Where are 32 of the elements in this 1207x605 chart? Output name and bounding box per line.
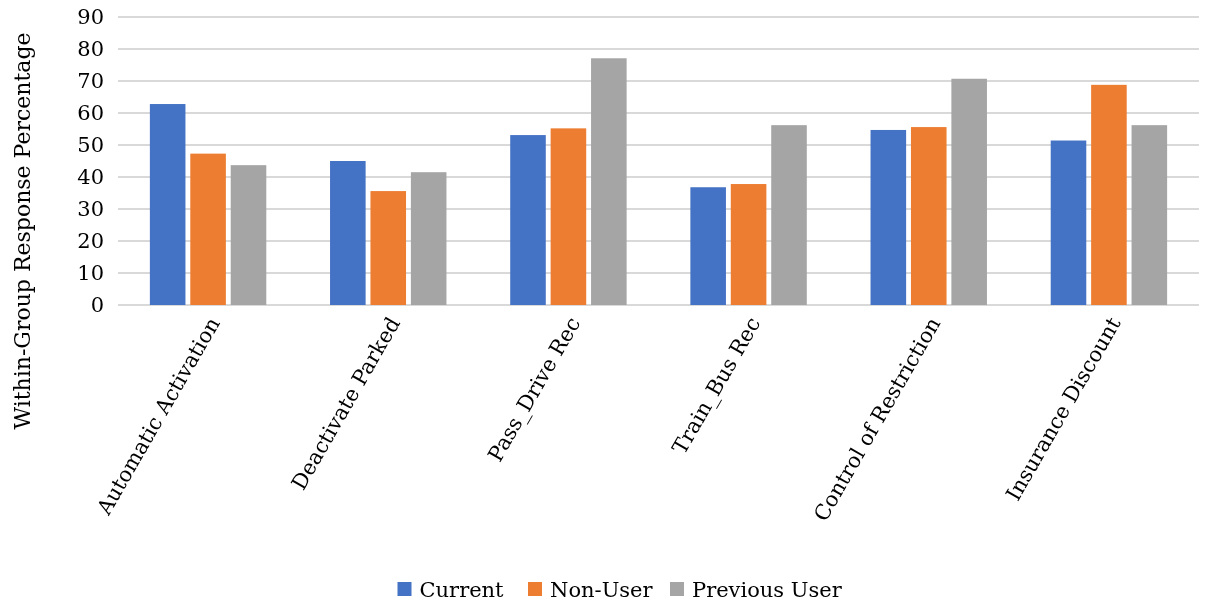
- bar: [910, 127, 947, 305]
- bar: [1091, 84, 1127, 305]
- bar: [190, 153, 226, 305]
- legend-label: Previous User: [692, 578, 843, 603]
- y-tick-label: 80: [77, 37, 104, 62]
- bar: [410, 172, 447, 305]
- bar: [870, 129, 907, 305]
- y-tick-label: 20: [77, 229, 104, 254]
- bar: [771, 125, 807, 305]
- bar: [370, 191, 407, 305]
- y-axis-title: Within-Group Response Percentage: [10, 32, 35, 430]
- y-tick-label: 0: [90, 293, 104, 318]
- y-tick-label: 50: [77, 133, 104, 158]
- y-tick-label: 40: [77, 165, 104, 190]
- bar: [730, 184, 767, 305]
- legend-label: Current: [419, 578, 505, 603]
- y-tick-label: 10: [77, 261, 104, 286]
- legend-label: Non-User: [550, 578, 654, 603]
- bar: [591, 58, 627, 305]
- bar: [550, 128, 587, 305]
- bar: [330, 161, 366, 305]
- y-tick-label: 90: [77, 5, 104, 30]
- bar: [230, 165, 267, 305]
- bar: [149, 104, 186, 305]
- bar: [951, 78, 987, 305]
- bar: [1050, 140, 1087, 305]
- bar: [1131, 125, 1168, 305]
- bar: [690, 187, 726, 305]
- y-tick-label: 30: [77, 197, 104, 222]
- y-tick-label: 70: [77, 69, 104, 94]
- y-tick-label: 60: [77, 101, 104, 126]
- bar: [510, 135, 546, 305]
